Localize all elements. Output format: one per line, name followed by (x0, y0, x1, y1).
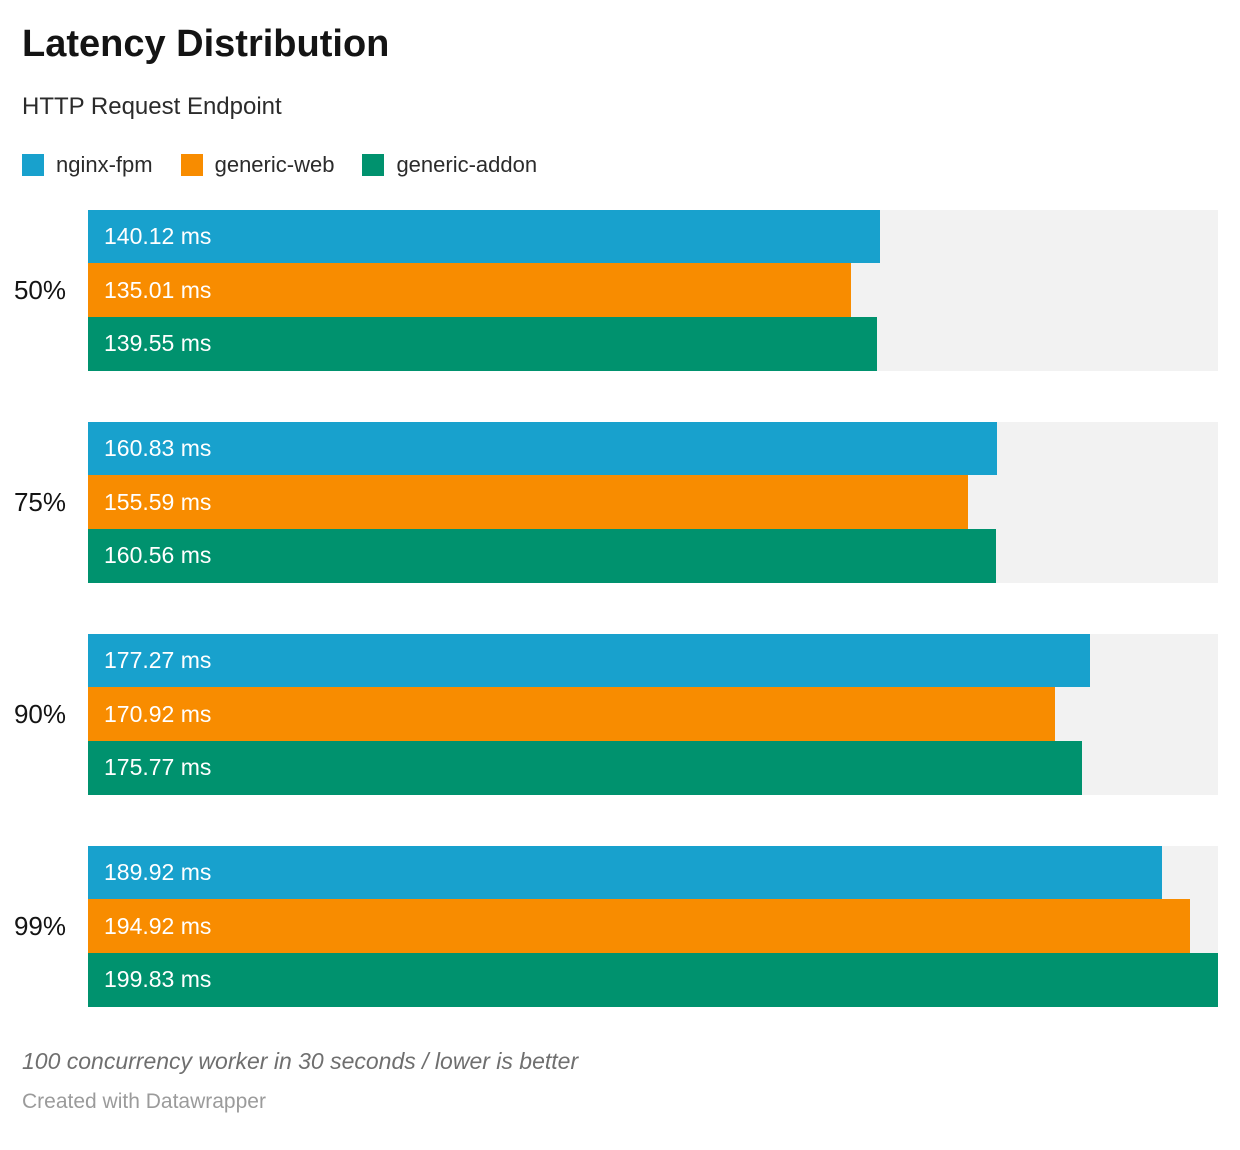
bar-track: 177.27 ms 170.92 ms 175.77 ms (88, 633, 1218, 795)
bar-group-99: 99% 189.92 ms 194.92 ms 199.83 ms (13, 845, 1218, 1007)
bar-nginx-fpm: 140.12 ms (88, 209, 881, 264)
bar-group-75: 75% 160.83 ms 155.59 ms 160.56 ms (13, 421, 1218, 583)
bar-value-label: 139.55 ms (104, 330, 212, 357)
bar-value-label: 140.12 ms (104, 223, 212, 250)
bar-generic-addon: 199.83 ms (88, 953, 1218, 1007)
legend-item-generic-web: generic-web (180, 151, 335, 178)
footer-credit: Created with Datawrapper (22, 1089, 266, 1113)
bar-nginx-fpm: 160.83 ms (88, 421, 998, 476)
bar-generic-web: 170.92 ms (88, 687, 1055, 742)
bar-group-50: 50% 140.12 ms 135.01 ms 139.55 ms (13, 209, 1218, 371)
legend: nginx-fpm generic-web generic-addon (22, 152, 1218, 178)
bar-track: 189.92 ms 194.92 ms 199.83 ms (88, 845, 1218, 1007)
legend-label: generic-web (214, 151, 335, 177)
legend-swatch-icon (362, 153, 385, 176)
bar-generic-web: 135.01 ms (88, 263, 852, 318)
bar-nginx-fpm: 177.27 ms (88, 633, 1091, 688)
bar-value-label: 160.83 ms (104, 435, 212, 462)
chart-title: Latency Distribution (22, 23, 390, 65)
bar-value-label: 135.01 ms (104, 276, 212, 303)
bar-value-label: 155.59 ms (104, 488, 212, 515)
bar-track: 160.83 ms 155.59 ms 160.56 ms (88, 421, 1218, 583)
category-label: 90% (13, 698, 66, 729)
legend-label: nginx-fpm (56, 151, 153, 177)
chart-subtitle: HTTP Request Endpoint (22, 92, 282, 120)
category-label: 75% (13, 486, 66, 517)
bar-generic-addon: 175.77 ms (88, 741, 1082, 795)
bar-value-label: 160.56 ms (104, 542, 212, 569)
bar-group-90: 90% 177.27 ms 170.92 ms 175.77 ms (13, 633, 1218, 795)
legend-swatch-icon (180, 153, 203, 176)
category-label: 50% (13, 274, 66, 305)
bar-value-label: 170.92 ms (104, 700, 212, 727)
bar-generic-web: 155.59 ms (88, 475, 968, 530)
category-label: 99% (13, 910, 66, 941)
legend-label: generic-addon (396, 151, 538, 177)
footer-note: 100 concurrency worker in 30 seconds / l… (22, 1047, 579, 1074)
bar-value-label: 189.92 ms (104, 859, 212, 886)
bar-nginx-fpm: 189.92 ms (88, 845, 1162, 900)
bar-generic-addon: 139.55 ms (88, 317, 878, 371)
bar-value-label: 177.27 ms (104, 647, 212, 674)
bar-groups: 50% 140.12 ms 135.01 ms 139.55 ms 75% 160.83 … (13, 209, 1218, 1007)
legend-item-generic-addon: generic-addon (362, 152, 537, 178)
bar-value-label: 194.92 ms (104, 912, 212, 939)
bar-track: 140.12 ms 135.01 ms 139.55 ms (88, 209, 1218, 371)
bar-generic-web: 194.92 ms (88, 899, 1191, 954)
bar-value-label: 199.83 ms (104, 966, 212, 993)
legend-item-nginx-fpm: nginx-fpm (22, 152, 153, 178)
bar-generic-addon: 160.56 ms (88, 529, 996, 583)
bar-value-label: 175.77 ms (104, 754, 212, 781)
legend-swatch-icon (22, 153, 44, 176)
chart-container: Latency Distribution HTTP Request Endpoi… (0, 23, 1240, 1114)
